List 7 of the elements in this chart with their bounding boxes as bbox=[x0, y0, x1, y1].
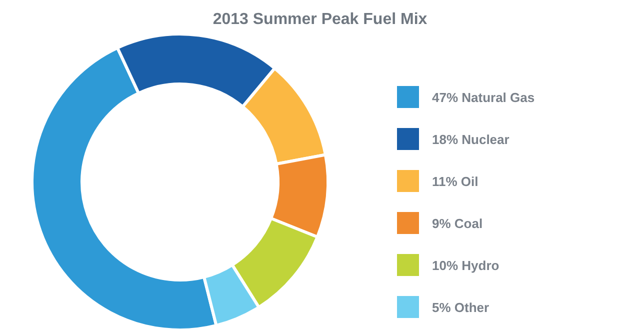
chart-title: 2013 Summer Peak Fuel Mix bbox=[212, 11, 428, 28]
legend-label: 5% Other bbox=[432, 300, 490, 315]
legend-label: 47% Natural Gas bbox=[432, 90, 535, 105]
legend-label: 18% Nuclear bbox=[432, 132, 510, 147]
legend-label: 11% Oil bbox=[432, 174, 478, 189]
legend-label: 10% Hydro bbox=[432, 258, 500, 273]
legend-label: 9% Coal bbox=[432, 216, 483, 231]
